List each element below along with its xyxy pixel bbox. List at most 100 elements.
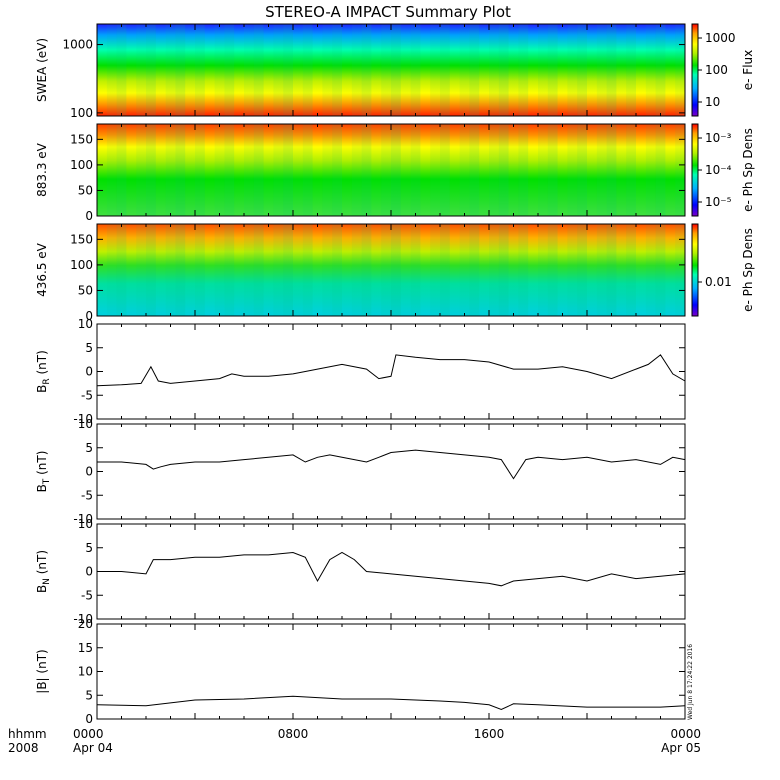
bt-y-tick-label: 5 <box>85 441 93 455</box>
pad436-texture-strip <box>606 224 617 316</box>
br-y-tick-label: 0 <box>85 365 93 379</box>
pad883-colorbar-tick-label: 10⁻⁵ <box>705 195 732 209</box>
pad883-texture-strip <box>302 124 313 216</box>
pad436-texture-strip <box>165 224 176 316</box>
pad883-texture-strip <box>391 124 401 216</box>
swea-texture-strip <box>175 24 186 116</box>
pad436-texture-strip <box>479 224 489 316</box>
pad436-texture-strip <box>293 224 303 316</box>
pad883-texture-strip <box>626 124 636 216</box>
swea-texture-strip <box>645 24 656 116</box>
pad436-texture-strip <box>361 224 372 316</box>
pad883-texture-strip <box>459 124 470 216</box>
swea-texture-strip <box>234 24 244 116</box>
swea-texture-strip <box>518 24 529 116</box>
time-tick-label: 1600 <box>474 727 505 741</box>
bt-y-tick-label: -5 <box>81 488 93 502</box>
pad883-texture-strip <box>606 124 617 216</box>
swea-y-tick-label: 100 <box>70 106 93 120</box>
pad883-texture-strip <box>655 124 666 216</box>
bmag-y-tick-label: 5 <box>85 688 93 702</box>
pad883-y-tick-label: 150 <box>70 132 93 146</box>
swea-texture-strip <box>302 24 313 116</box>
pad436-texture-strip <box>596 224 607 316</box>
pad436-texture-strip <box>302 224 313 316</box>
swea-texture-strip <box>567 24 578 116</box>
pad436-texture-strip <box>381 224 391 316</box>
swea-texture-strip <box>116 24 127 116</box>
swea-texture-strip <box>332 24 342 116</box>
bt-y-tick-label: -10 <box>73 512 93 526</box>
pad883-texture-strip <box>371 124 381 216</box>
pad883-colorbar-tick-label: 10⁻³ <box>705 131 732 145</box>
pad883-texture-strip <box>156 124 166 216</box>
bt-y-tick-label: 0 <box>85 465 93 479</box>
pad436-texture-strip <box>351 224 362 316</box>
pad883-colorbar <box>691 123 699 217</box>
pad883-spectrogram <box>97 124 685 216</box>
swea-texture-strip <box>469 24 480 116</box>
pad436-texture-strip <box>185 224 195 316</box>
swea-texture-strip <box>136 24 146 116</box>
pad436-texture-strip <box>547 224 558 316</box>
pad436-texture-strip <box>391 224 401 316</box>
time-tick-label: 0000 <box>670 727 701 741</box>
pad883-texture-strip <box>665 124 675 216</box>
pad436-texture-strip <box>371 224 381 316</box>
swea-texture-strip <box>361 24 372 116</box>
pad883-colorbar-tick-label: 10⁻⁴ <box>705 163 732 177</box>
pad436-texture-strip <box>616 224 627 316</box>
swea-texture-strip <box>665 24 675 116</box>
pad436-texture-strip <box>508 224 519 316</box>
br-y-tick-label: 10 <box>78 317 93 331</box>
pad883-texture-strip <box>450 124 460 216</box>
pad436-texture-strip <box>234 224 244 316</box>
swea-texture-strip <box>126 24 136 116</box>
swea-texture-strip <box>371 24 381 116</box>
pad436-texture-strip <box>195 224 205 316</box>
bmag-y-tick-label: 15 <box>78 641 93 655</box>
swea-texture-strip <box>596 24 607 116</box>
swea-texture-strip <box>577 24 587 116</box>
pad883-texture-strip <box>185 124 195 216</box>
br-series-line <box>96 354 686 387</box>
pad883-texture-strip <box>616 124 627 216</box>
pad883-texture-strip <box>342 124 352 216</box>
swea-texture-strip <box>244 24 254 116</box>
pad436-texture-strip <box>655 224 666 316</box>
pad883-texture-strip <box>410 124 421 216</box>
plot-title: STEREO-A IMPACT Summary Plot <box>265 3 511 21</box>
bn-series-line <box>97 551 686 587</box>
swea-texture-strip <box>185 24 195 116</box>
pad436-texture-strip <box>156 224 166 316</box>
pad883-y-tick-label: 0 <box>85 209 93 223</box>
pad436-texture-strip <box>410 224 421 316</box>
pad436-texture-strip <box>116 224 127 316</box>
br-frame <box>96 323 686 420</box>
br-y-tick-label: -10 <box>73 412 93 426</box>
swea-texture-strip <box>547 24 558 116</box>
bt-frame <box>96 423 686 520</box>
pad436-texture-strip <box>440 224 450 316</box>
pad883-texture-strip <box>332 124 342 216</box>
pad883-texture-strip <box>273 124 284 216</box>
br-y-tick-label: 5 <box>85 341 93 355</box>
swea-texture-strip <box>264 24 274 116</box>
pad883-texture-strip <box>116 124 127 216</box>
pad436-texture-strip <box>332 224 342 316</box>
swea-texture-strip <box>214 24 225 116</box>
timestamp-stamp: Wed Jun 8 17:24:22 2016 <box>687 644 694 720</box>
panel-bn: -10 -5 0 5 10 BN (nT) <box>35 517 686 626</box>
panel-bt: -10 -5 0 5 10 BT (nT) <box>35 417 686 526</box>
pad883-texture-strip <box>547 124 558 216</box>
pad436-texture-strip <box>450 224 460 316</box>
pad883-colorbar-label: e- Ph Sp Dens <box>741 128 755 212</box>
time-tick-label: 0000 <box>73 727 104 741</box>
pad436-texture-strip <box>400 224 411 316</box>
pad883-texture-strip <box>136 124 146 216</box>
pad883-texture-strip <box>253 124 264 216</box>
bn-y-axis-label: BN (nT) <box>35 550 52 593</box>
pad883-texture-strip <box>214 124 225 216</box>
pad883-texture-strip <box>381 124 391 216</box>
pad436-y-tick-label: 100 <box>70 258 93 272</box>
